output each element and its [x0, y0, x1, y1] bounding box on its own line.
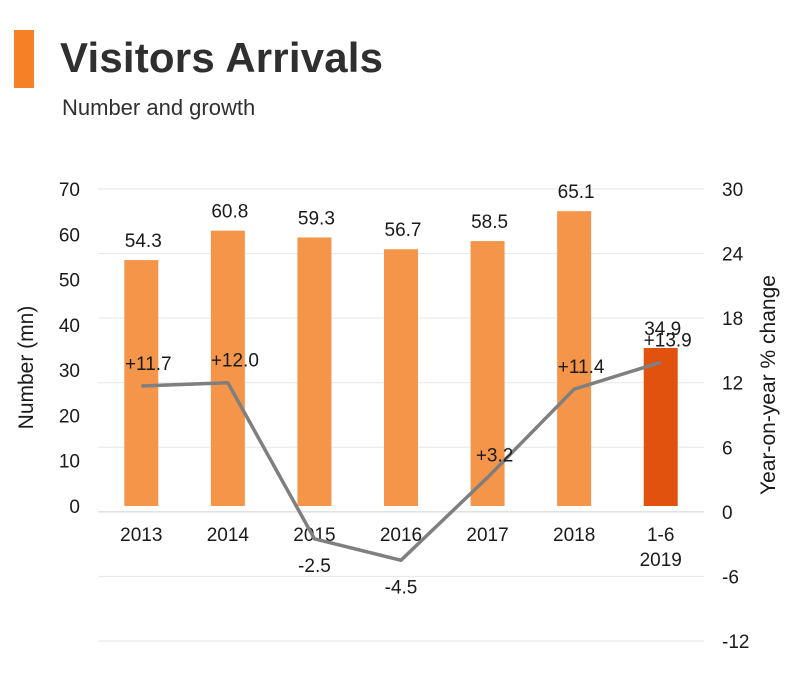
y2-axis-label: Year-on-year % change: [757, 275, 780, 495]
y-tick-label: 50: [59, 271, 80, 292]
title-accent-bar: [14, 30, 34, 88]
bar-value-label: 54.3: [125, 231, 162, 252]
growth-value-label: -2.5: [298, 556, 331, 577]
y-axis-label: Number (mn): [15, 306, 38, 430]
x-tick-label: 2018: [553, 525, 595, 546]
bar-value-label: 58.5: [471, 212, 508, 233]
y-tick-label: 70: [59, 180, 80, 201]
y2-tick-label: 18: [722, 309, 743, 330]
bar-value-label: 34.9: [644, 319, 681, 340]
bar: [470, 241, 505, 507]
x-tick-label: 2017: [466, 525, 508, 546]
y2-tick-label: -12: [722, 632, 749, 653]
bar: [557, 211, 592, 506]
x-tick-label: 1-6: [647, 525, 674, 546]
chart-subtitle: Number and growth: [62, 95, 256, 120]
growth-value-label: +11.4: [558, 357, 605, 378]
y2-tick-label: 30: [722, 180, 743, 201]
y2-tick-label: -6: [722, 567, 739, 588]
y2-tick-label: 12: [722, 374, 743, 395]
growth-value-label: +11.7: [125, 354, 172, 375]
growth-line: [141, 360, 662, 563]
y2-tick-label: 24: [722, 245, 744, 266]
growth-value-label: +3.2: [476, 445, 514, 466]
bar: [384, 249, 418, 507]
bar: [643, 347, 678, 506]
y-tick-label: 60: [59, 225, 80, 246]
x-tick-label: 2016: [380, 525, 422, 546]
growth-value-label: -4.5: [385, 577, 418, 598]
y2-tick-label: 0: [722, 503, 733, 524]
x-tick-label: 2019: [640, 550, 682, 571]
y-tick-label: 10: [59, 452, 80, 473]
x-tick-label: 2013: [120, 525, 162, 546]
bar-value-label: 60.8: [211, 202, 248, 223]
bar-value-label: 59.3: [298, 208, 335, 229]
growth-value-label: +13.9: [644, 330, 692, 351]
x-tick-label: 2014: [207, 525, 250, 546]
growth-value-label: +12.0: [211, 351, 259, 372]
y-tick-label: 30: [59, 361, 80, 382]
y2-tick-label: 6: [722, 438, 733, 459]
y-tick-label: 0: [69, 497, 80, 518]
y-tick-label: 20: [59, 406, 80, 427]
bar: [124, 260, 159, 506]
y-tick-label: 40: [59, 316, 80, 337]
bar: [297, 237, 332, 506]
bar-value-label: 65.1: [558, 182, 595, 203]
chart-title: Visitors Arrivals: [60, 34, 384, 81]
bar: [210, 230, 245, 507]
bar-value-label: 56.7: [385, 220, 422, 241]
